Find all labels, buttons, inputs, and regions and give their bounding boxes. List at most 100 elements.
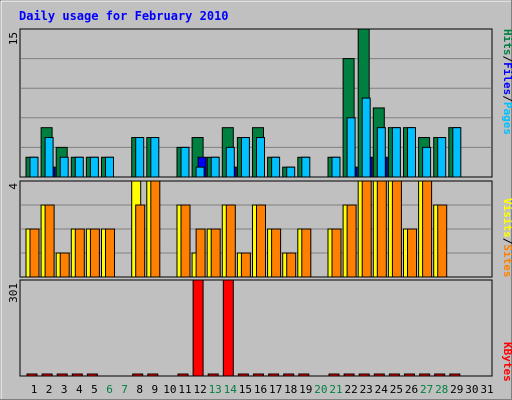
x-tick-label-day-20: 20 [314,383,327,396]
bar-pages-day-16 [256,137,265,178]
bar-pages-day-22 [346,117,356,178]
x-tick-label-day-4: 4 [76,383,83,396]
legend-label-separator: / [501,56,512,63]
legend-label-separator: / [501,95,512,102]
x-tick-label-day-10: 10 [163,383,176,396]
x-tick-label-day-9: 9 [151,383,158,396]
bar-pages-day-3 [59,156,69,178]
legend-label-files: Files [501,62,512,95]
x-tick-label-day-1: 1 [31,383,38,396]
bar-pages-day-12 [195,166,205,178]
bar-sites-day-11 [180,204,191,278]
x-axis-day-labels: 1 2 3 4 5 6 7 8 9 10 11 12 13 14 15 16 17 18 19 20 21 22 23 24 2… [31,383,494,396]
bar-sites-day-21 [331,228,342,278]
bar-pages-day-13 [210,156,220,178]
panel-kbytes: 301 [7,279,493,377]
x-tick-label-day-6: 6 [106,383,113,396]
bar-kbytes-day-12 [192,279,204,377]
x-tick-label-day-5: 5 [91,383,98,396]
bar-kbytes-day-2 [41,373,53,377]
bar-kbytes-day-14 [222,279,234,377]
bar-pages-day-14 [225,146,235,178]
bar-kbytes-day-3 [56,373,68,377]
x-tick-label-day-2: 2 [46,383,53,396]
bar-kbytes-day-21 [328,373,340,377]
legend-label-hits: Hits [501,29,512,56]
bar-pages-day-23 [361,97,371,178]
bar-kbytes-day-25 [388,373,400,377]
bar-sites-day-17 [271,228,282,278]
bar-pages-day-28 [437,137,447,178]
bar-kbytes-day-15 [237,373,249,377]
legend-hits-files-pages: Hits/Files/Pages [501,29,512,135]
x-tick-label-day-12: 12 [193,383,206,396]
bar-sites-day-26 [407,228,417,278]
chart-title: Daily usage for February 2010 [19,9,229,23]
bar-pages-day-24 [376,127,386,178]
bar-kbytes-day-9 [147,373,159,377]
bar-kbytes-day-17 [268,373,280,377]
bar-kbytes-day-16 [253,373,264,377]
x-tick-label-day-18: 18 [284,383,297,396]
x-tick-label-day-3: 3 [61,383,68,396]
bar-sites-day-6 [105,228,115,278]
bar-sites-day-2 [44,204,55,278]
x-tick-label-day-7: 7 [121,383,128,396]
bar-sites-day-4 [74,228,85,278]
x-tick-label-day-14: 14 [224,383,238,396]
panel-hits-files-pages: 15 [7,28,493,178]
bar-pages-day-9 [150,137,160,178]
bar-pages-day-8 [135,137,145,178]
x-tick-label-day-25: 25 [390,383,403,396]
bar-pages-day-29 [452,127,462,178]
bar-kbytes-day-24 [373,373,385,377]
bar-pages-day-6 [105,156,114,178]
x-tick-label-day-19: 19 [299,383,312,396]
bar-pages-day-2 [44,137,54,178]
bar-sites-day-5 [89,228,100,278]
x-tick-label-day-30: 30 [465,383,478,396]
panel-visits-sites: 4 [7,180,493,278]
bar-pages-day-5 [89,156,99,178]
bar-sites-day-8 [135,204,146,278]
x-tick-label-day-22: 22 [344,383,357,396]
bar-pages-day-25 [391,127,401,178]
bar-sites-day-24 [376,180,387,278]
legend-label-separator: / [501,238,512,245]
bar-pages-day-11 [180,146,190,178]
x-tick-label-day-16: 16 [254,383,267,396]
bar-pages-day-26 [407,127,416,178]
bar-kbytes-day-23 [358,373,370,377]
x-tick-label-day-27: 27 [420,383,433,396]
bar-sites-day-25 [391,180,402,278]
max-label-kbytes: 301 [7,283,20,303]
x-tick-label-day-21: 21 [329,383,342,396]
x-tick-label-day-13: 13 [209,383,222,396]
x-tick-label-day-26: 26 [405,383,418,396]
bar-kbytes-day-27 [419,373,431,377]
legend-label-kbytes: KBytes [501,342,512,382]
x-tick-label-day-15: 15 [239,383,252,396]
x-tick-label-day-23: 23 [360,383,373,396]
bar-kbytes-day-22 [343,373,355,377]
x-tick-label-day-31: 31 [480,383,493,396]
bar-pages-day-4 [74,156,84,178]
bar-pages-day-15 [240,137,250,178]
bar-kbytes-day-11 [177,373,189,377]
bar-kbytes-day-28 [434,373,446,377]
bar-kbytes-day-1 [26,373,38,377]
bar-sites-day-14 [225,204,236,278]
bar-pages-day-27 [422,146,432,178]
legend-label-visits: Visits [501,198,512,238]
bar-sites-day-15 [240,252,251,278]
max-label-visits: 4 [7,183,20,190]
bar-pages-day-1 [29,156,39,178]
x-tick-label-day-11: 11 [178,383,191,396]
x-tick-label-day-8: 8 [136,383,143,396]
max-label-hits: 15 [7,32,20,45]
bar-kbytes-day-29 [449,373,461,377]
bar-kbytes-day-5 [86,373,98,377]
bar-pages-day-17 [271,156,281,178]
bar-kbytes-day-18 [283,373,295,377]
